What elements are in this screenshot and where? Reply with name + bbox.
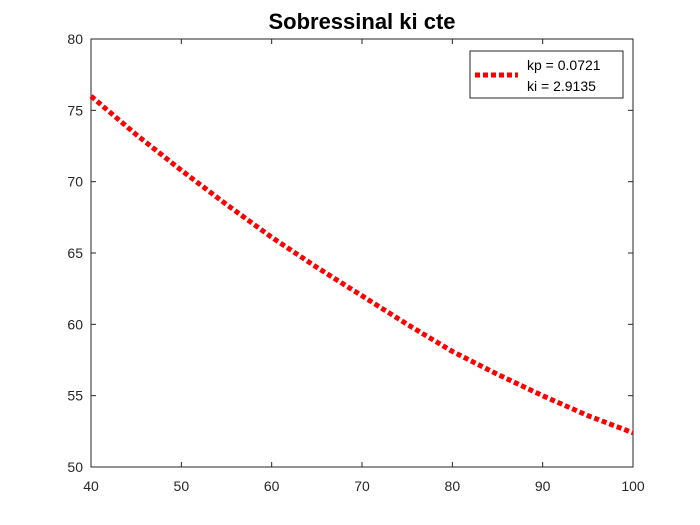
y-tick-label: 55 [67,388,83,404]
x-tick-label: 70 [354,478,370,494]
x-tick-label: 90 [535,478,551,494]
x-tick-label: 80 [445,478,461,494]
series-layer [89,94,634,436]
legend-ki-label: ki = 2.9135 [527,78,596,94]
y-axis: 50 55 60 65 70 75 80 [67,31,633,475]
x-tick-label: 60 [264,478,280,494]
y-tick-label: 50 [67,459,83,475]
y-tick-label: 70 [67,174,83,190]
legend-kp-label: kp = 0.0721 [527,57,601,73]
y-tick-label: 75 [67,102,83,118]
chart-title: Sobressinal ki cte [268,9,455,34]
series-line [89,94,634,436]
y-tick-label: 60 [67,316,83,332]
plot-area [90,38,634,468]
legend: kp = 0.0721 ki = 2.9135 [469,50,624,99]
x-tick-label: 50 [174,478,190,494]
y-tick-label: 80 [67,31,83,47]
y-tick-label: 65 [67,245,83,261]
x-tick-label: 40 [83,478,99,494]
x-axis: 40 50 60 70 80 90 100 [83,39,645,494]
x-tick-label: 100 [621,478,645,494]
